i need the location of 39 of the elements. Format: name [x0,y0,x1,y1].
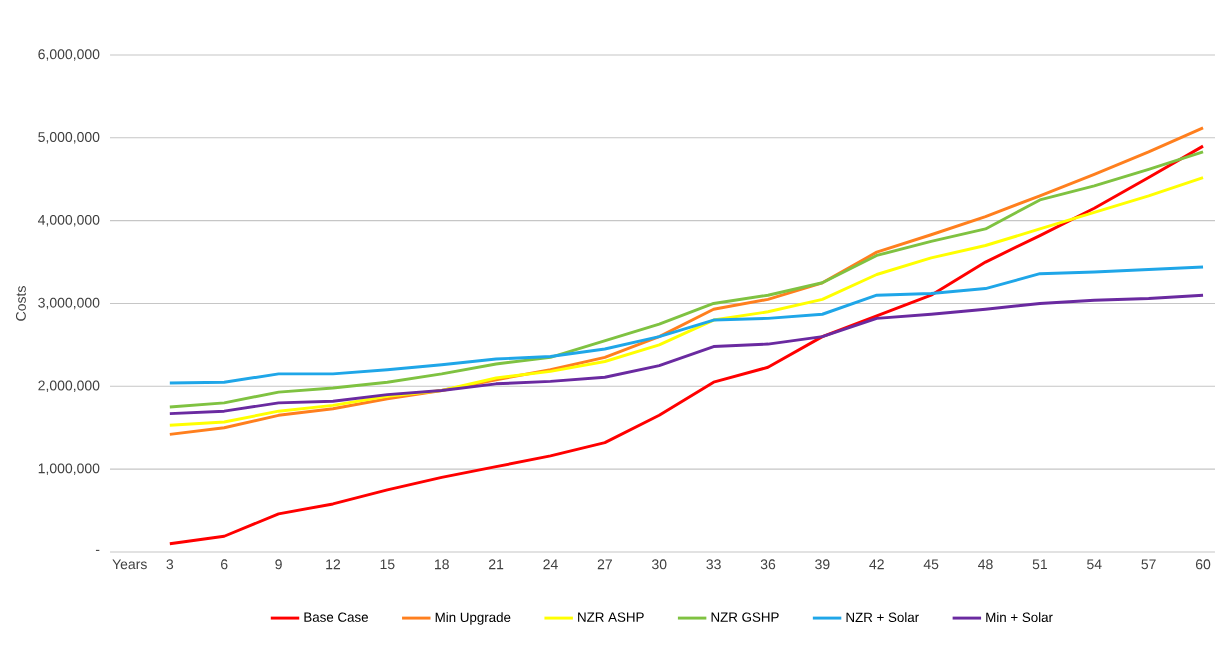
x-tick-label: 27 [597,559,612,570]
x-tick-label: 60 [1195,559,1211,570]
x-tick-label: 33 [706,559,721,570]
x-tick-label: 9 [275,559,282,570]
y-tick-label: 6,000,000 [38,49,100,61]
legend-label: Min + Solar [986,612,1053,623]
legend-label: NZR ASHP [578,612,644,622]
legend-label: Min Upgrade [435,612,511,625]
x-tick-label: 45 [923,559,939,570]
x-tick-label: 51 [1032,559,1047,570]
x-tick-label: 3 [166,559,174,570]
x-tick-label: 48 [978,559,993,570]
x-tick-label: 39 [815,559,830,570]
y-tick-label: 2,000,000 [38,380,100,393]
x-tick-label: 12 [326,559,341,570]
y-tick-label: 5,000,000 [38,132,100,144]
x-tick-label: 15 [380,559,395,570]
y-tick-label: 4,000,000 [38,214,100,227]
line-series [168,293,1205,416]
x-tick-label: 6 [221,559,228,570]
x-tick-label: 54 [1087,559,1102,570]
y-tick-label: - [95,549,100,551]
x-tick-label: 36 [760,559,776,570]
y-tick-label: 1,000,000 [38,463,100,475]
y-tick-label: 3,000,000 [38,297,100,310]
legend-label: NZR + Solar [846,612,919,623]
x-tick-label: 18 [435,559,449,570]
legend-label: Base Case [304,612,368,622]
x-tick-label: 42 [869,559,884,570]
line-series [168,144,1205,546]
line-series [168,176,1205,427]
x-tick-label: 24 [543,559,558,570]
x-axis-title: Years [112,559,147,570]
y-axis-title: Costs [15,286,26,321]
legend-label: NZR GSHP [711,612,779,622]
x-tick-label: 30 [651,559,667,570]
x-tick-label: 21 [489,559,504,570]
x-tick-label: 57 [1141,559,1156,570]
line-series [168,265,1205,385]
